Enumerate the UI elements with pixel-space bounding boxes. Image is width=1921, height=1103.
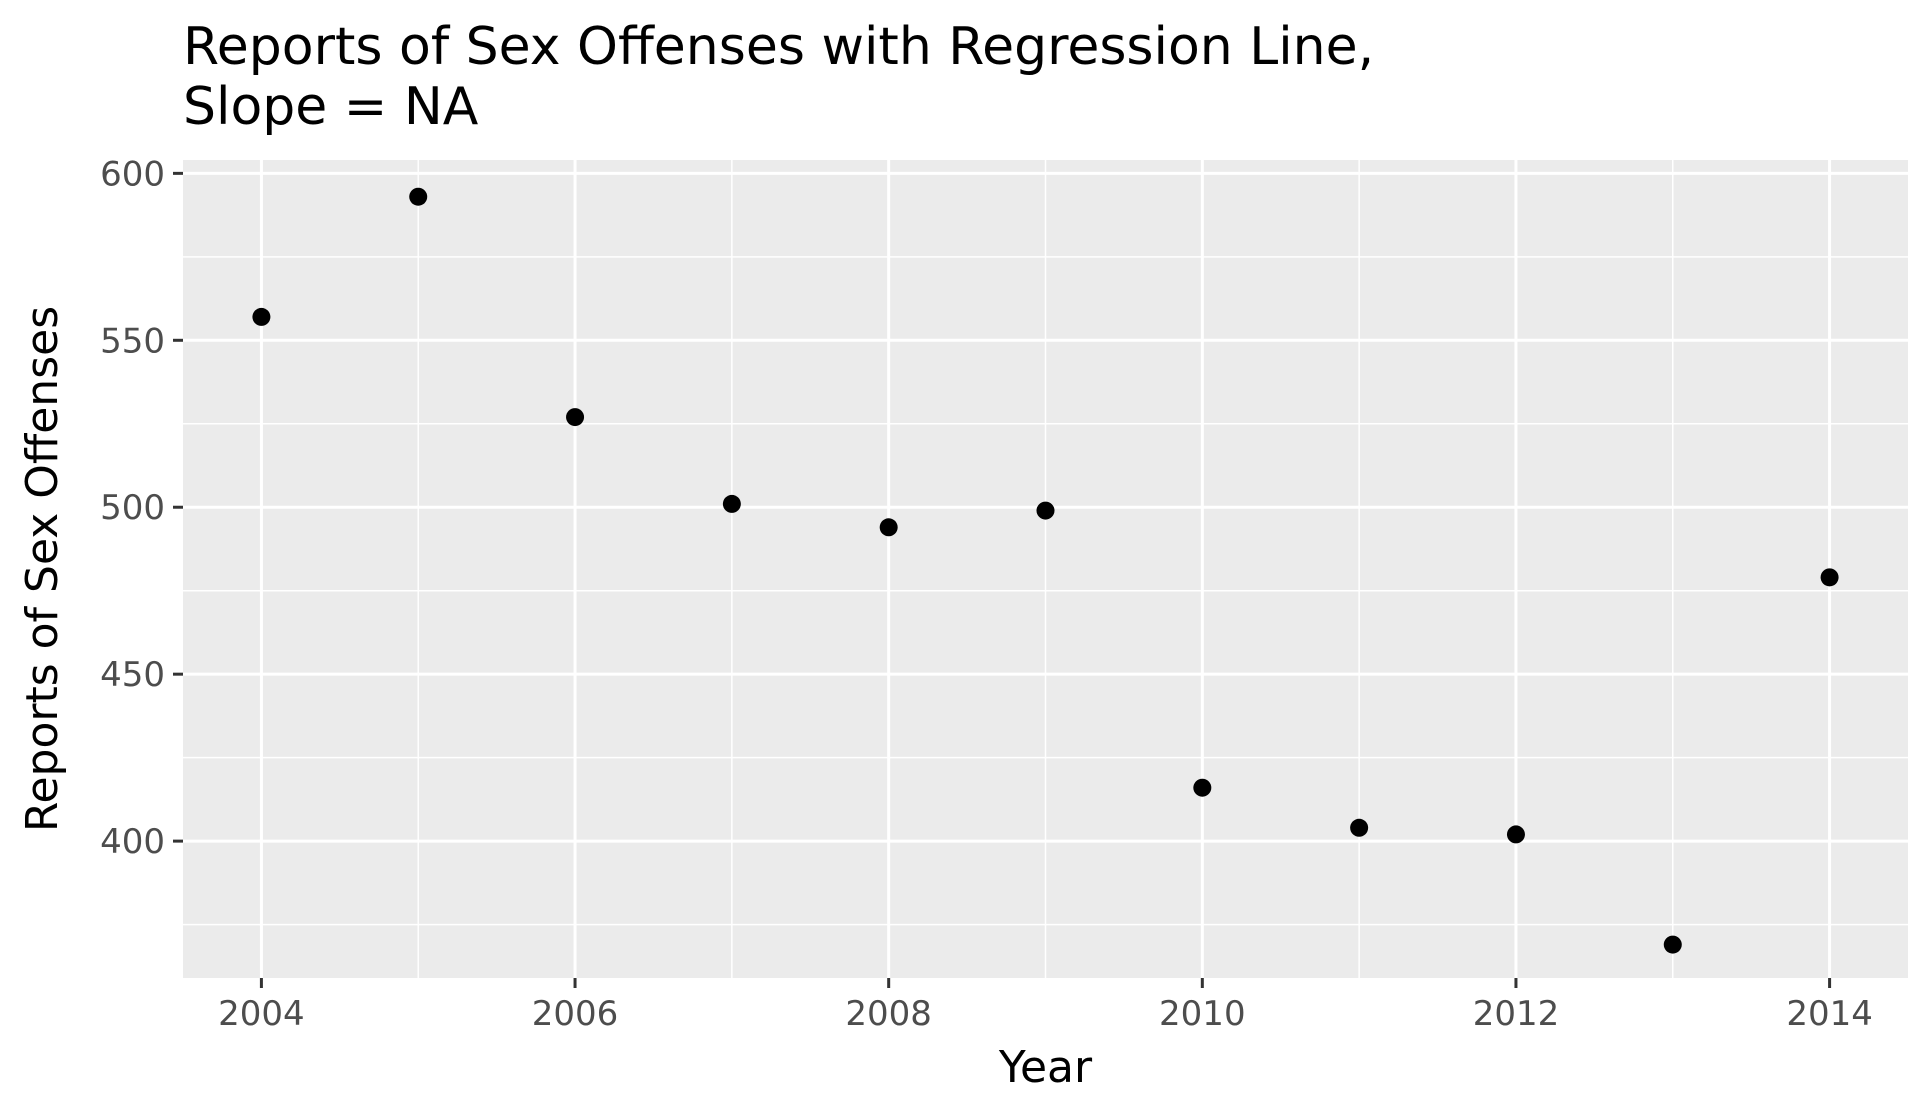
- y-tick-label: 600: [100, 154, 165, 194]
- chart-title-line-1: Reports of Sex Offenses with Regression …: [183, 17, 1374, 77]
- x-tick-label: 2004: [218, 994, 305, 1034]
- axis-ticks: [173, 171, 1832, 988]
- x-tick-label: 2008: [845, 994, 932, 1034]
- data-point: [1350, 818, 1369, 837]
- data-point: [1193, 778, 1212, 797]
- data-point: [879, 518, 898, 537]
- data-points: [252, 187, 1839, 954]
- minor-gridlines: [183, 160, 1908, 978]
- data-point: [1036, 501, 1055, 520]
- y-axis-title: Reports of Sex Offenses: [17, 306, 68, 832]
- data-point: [1820, 568, 1839, 587]
- y-tick-labels: 400 450 500 550 600: [100, 154, 165, 862]
- y-tick-label: 450: [100, 655, 165, 695]
- data-point: [409, 187, 428, 206]
- y-tick-label: 400: [100, 822, 165, 862]
- data-point: [1663, 935, 1682, 954]
- chart-title-line-2: Slope = NA: [183, 77, 479, 137]
- x-tick-labels: 2004 2006 2008 2010 2012 2014: [218, 994, 1873, 1034]
- data-point: [722, 494, 741, 513]
- y-tick-label: 500: [100, 488, 165, 528]
- x-tick-label: 2006: [532, 994, 619, 1034]
- x-axis-title: Year: [998, 1042, 1093, 1093]
- x-tick-label: 2010: [1159, 994, 1246, 1034]
- x-tick-label: 2012: [1473, 994, 1560, 1034]
- data-point: [566, 408, 585, 427]
- data-point: [1506, 825, 1525, 844]
- data-point: [252, 307, 271, 326]
- x-tick-label: 2014: [1786, 994, 1873, 1034]
- y-tick-label: 550: [100, 321, 165, 361]
